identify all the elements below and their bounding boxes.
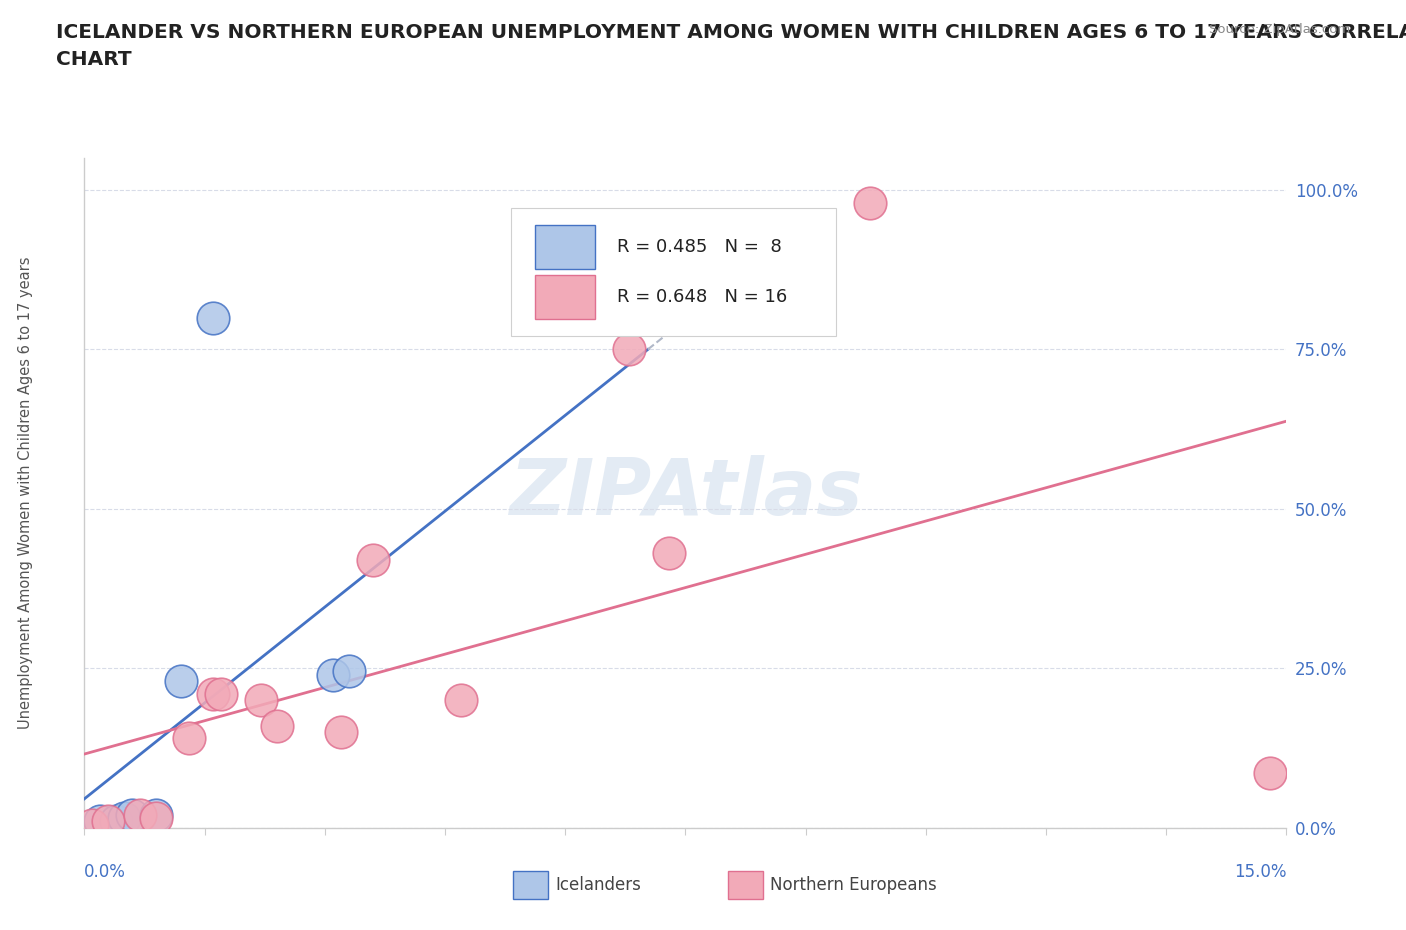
Text: Northern Europeans: Northern Europeans: [770, 876, 938, 895]
Point: [450, 693, 472, 708]
Point: [114, 811, 135, 826]
Text: 15.0%: 15.0%: [1234, 863, 1286, 881]
Point: [209, 686, 232, 701]
Point: [361, 552, 384, 567]
Point: [658, 546, 681, 561]
Point: [266, 718, 288, 733]
Point: [105, 814, 128, 829]
Point: [97, 814, 120, 829]
Text: Icelanders: Icelanders: [555, 876, 641, 895]
Point: [329, 724, 352, 739]
Point: [337, 664, 360, 679]
Text: 0.0%: 0.0%: [84, 863, 127, 881]
Text: R = 0.485   N =  8: R = 0.485 N = 8: [617, 238, 782, 256]
Point: [82, 817, 104, 832]
FancyBboxPatch shape: [512, 208, 835, 336]
Text: R = 0.648   N = 16: R = 0.648 N = 16: [617, 288, 787, 306]
Point: [177, 731, 200, 746]
Point: [89, 814, 111, 829]
Point: [322, 667, 344, 682]
Point: [201, 310, 224, 325]
FancyBboxPatch shape: [536, 275, 595, 319]
Point: [201, 686, 224, 701]
Text: ICELANDER VS NORTHERN EUROPEAN UNEMPLOYMENT AMONG WOMEN WITH CHILDREN AGES 6 TO : ICELANDER VS NORTHERN EUROPEAN UNEMPLOYM…: [56, 23, 1406, 69]
Point: [145, 811, 167, 826]
Point: [859, 195, 882, 210]
Text: Source: ZipAtlas.com: Source: ZipAtlas.com: [1209, 23, 1350, 36]
Point: [145, 807, 167, 822]
Point: [1260, 766, 1282, 781]
Point: [169, 673, 191, 688]
Point: [249, 693, 271, 708]
Point: [619, 342, 641, 357]
Text: ZIPAtlas: ZIPAtlas: [509, 455, 862, 531]
Point: [121, 807, 143, 822]
FancyBboxPatch shape: [536, 225, 595, 269]
Point: [129, 807, 152, 822]
Text: Unemployment Among Women with Children Ages 6 to 17 years: Unemployment Among Women with Children A…: [18, 257, 32, 729]
